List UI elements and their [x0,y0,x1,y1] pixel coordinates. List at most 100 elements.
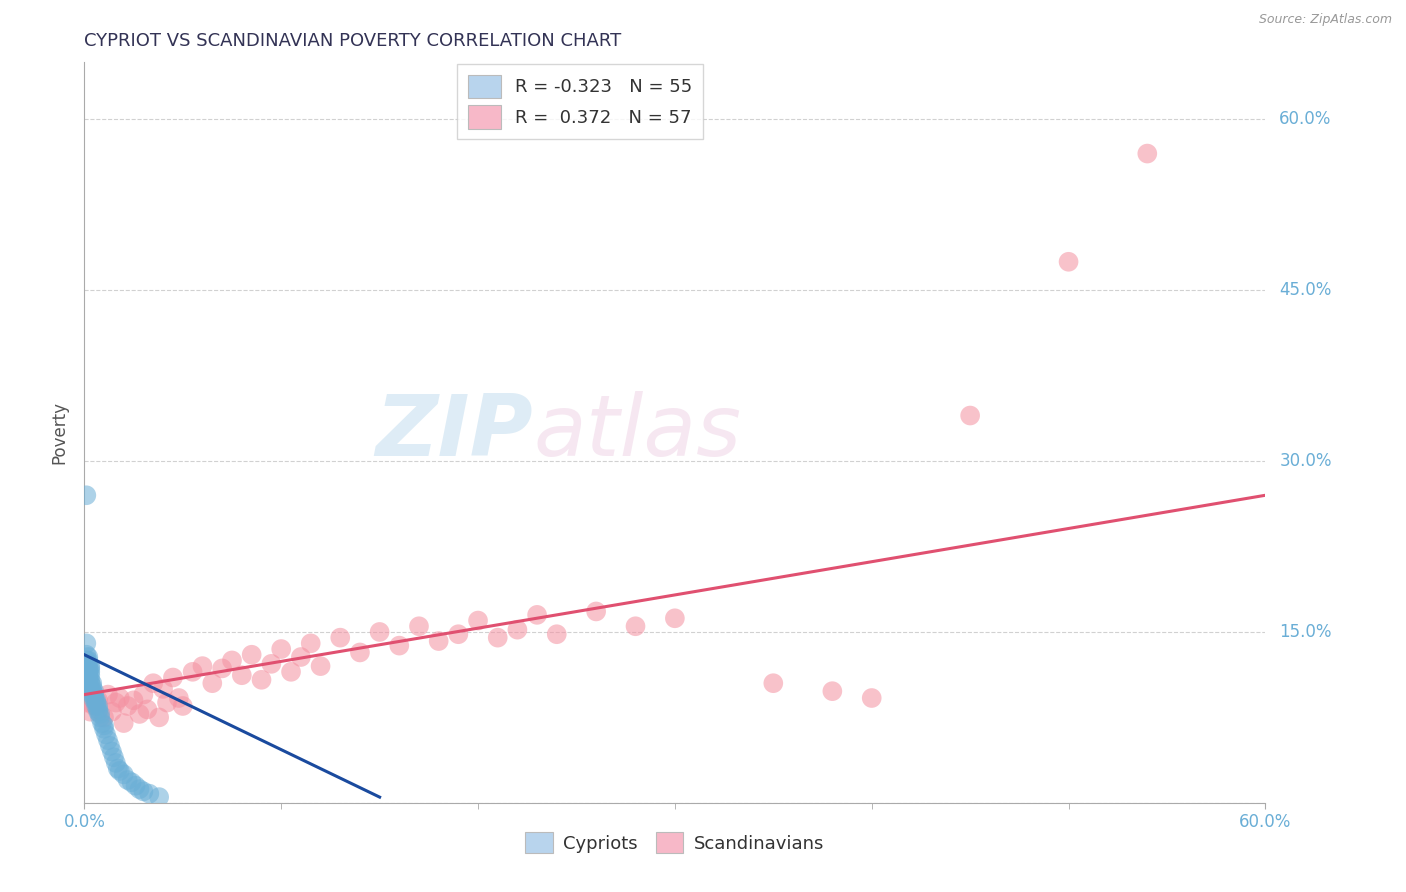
Point [762,676,785,690]
Point [546,627,568,641]
Point [79,705,101,719]
Point [1057,254,1080,268]
Point [83,693,105,707]
Point [75,488,97,502]
Point [112,716,135,731]
Point [250,673,273,687]
Point [83,684,105,698]
Point [221,653,243,667]
Point [75,653,97,667]
Text: 60.0%: 60.0% [1279,111,1331,128]
Point [349,645,371,659]
Point [408,619,430,633]
Point [82,676,104,690]
Point [280,665,302,679]
Point [181,665,204,679]
Point [299,636,322,650]
Point [77,657,100,671]
Point [231,668,253,682]
Text: ZIP: ZIP [375,391,533,475]
Point [93,710,115,724]
Point [89,706,111,721]
Text: CYPRIOT VS SCANDINAVIAN POVERTY CORRELATION CHART: CYPRIOT VS SCANDINAVIAN POVERTY CORRELAT… [84,32,621,50]
Point [83,691,105,706]
Point [97,688,120,702]
Point [84,693,107,707]
Point [526,607,548,622]
Text: Source: ZipAtlas.com: Source: ZipAtlas.com [1258,13,1392,27]
Point [77,653,100,667]
Point [84,696,107,710]
Point [156,696,179,710]
Point [240,648,263,662]
Point [87,693,110,707]
Point [959,409,981,423]
Point [101,745,124,759]
Point [467,614,489,628]
Point [388,639,411,653]
Point [101,705,124,719]
Point [79,659,101,673]
Point [167,691,190,706]
Point [79,676,101,690]
Text: 45.0%: 45.0% [1279,281,1331,299]
Point [75,696,97,710]
Point [309,659,332,673]
Point [87,698,110,713]
Point [260,657,283,671]
Point [104,756,127,770]
Point [201,676,224,690]
Point [83,698,105,713]
Point [585,604,607,618]
Point [290,650,312,665]
Point [94,727,117,741]
Point [79,681,101,696]
Point [112,767,135,781]
Point [486,631,509,645]
Point [82,684,104,698]
Point [108,691,131,706]
Point [104,696,127,710]
Point [108,764,131,778]
Point [821,684,844,698]
Point [148,710,170,724]
Point [447,627,470,641]
Point [1136,146,1159,161]
Point [93,718,115,732]
Point [87,705,110,719]
Point [84,698,107,713]
Point [77,650,100,665]
Point [77,661,100,675]
Point [107,762,129,776]
Point [624,619,647,633]
Point [148,790,170,805]
Point [132,688,155,702]
Point [117,772,139,787]
Point [128,706,150,721]
Point [82,680,104,694]
Point [77,673,100,687]
Text: 30.0%: 30.0% [1279,452,1331,470]
Point [98,739,121,753]
Point [142,676,165,690]
Point [191,659,214,673]
Point [77,665,100,679]
Point [368,624,391,639]
Point [82,688,104,702]
Legend: Cypriots, Scandinavians: Cypriots, Scandinavians [519,825,831,861]
Point [77,668,100,682]
Point [172,698,194,713]
Point [75,665,97,679]
Point [211,661,233,675]
Point [83,688,105,702]
Text: 15.0%: 15.0% [1279,623,1331,641]
Point [270,642,292,657]
Point [162,671,184,685]
Point [121,775,143,789]
Point [79,665,101,679]
Point [75,648,97,662]
Point [97,733,120,747]
Point [79,668,101,682]
Point [329,631,352,645]
Point [91,716,114,731]
